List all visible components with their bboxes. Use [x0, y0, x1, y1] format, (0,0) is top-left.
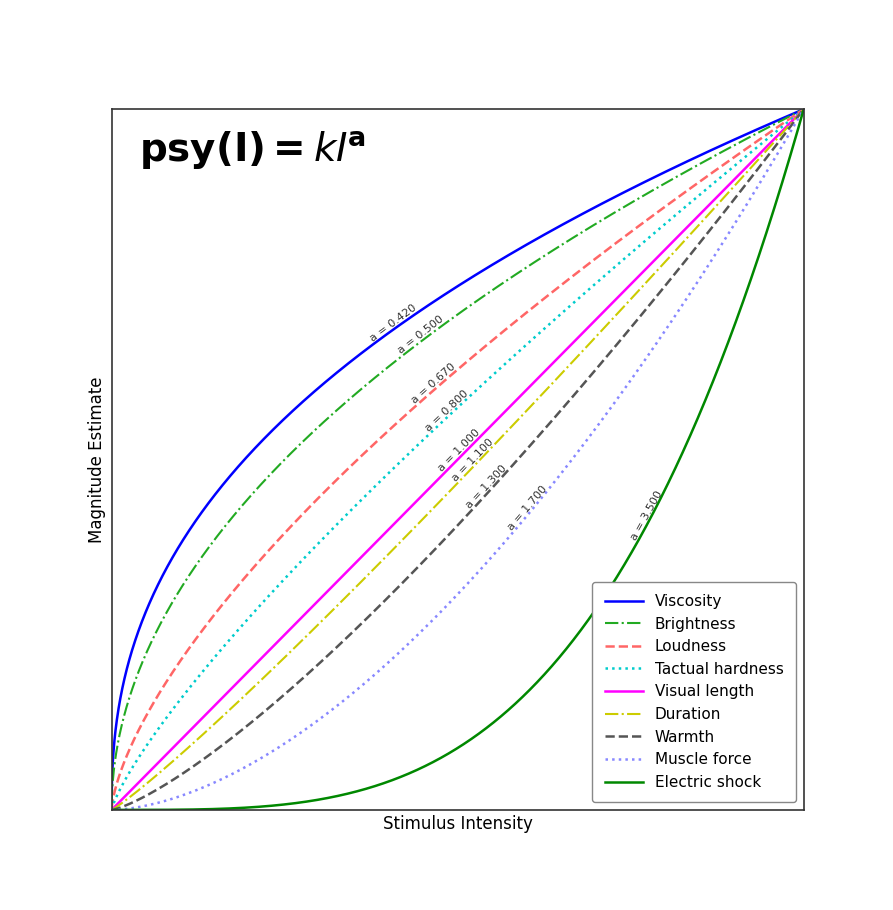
Text: a = 0.800: a = 0.800: [423, 389, 470, 433]
Viscosity: [106, 790, 117, 801]
Text: a = 0.420: a = 0.420: [369, 302, 419, 343]
Visual length: [142, 769, 153, 780]
Text: $\mathbf{psy(I) = }$$\mathbf{\it{kI}}$$^{\mathbf{a}}$: $\mathbf{psy(I) = }$$\mathbf{\it{kI}}$$^…: [139, 130, 366, 172]
Text: a = 1.300: a = 1.300: [464, 463, 509, 511]
Text: a = 1.000: a = 1.000: [437, 428, 482, 473]
Loudness: [651, 207, 662, 218]
Loudness: [142, 709, 153, 720]
Line: Duration: Duration: [112, 109, 804, 810]
Line: Muscle force: Muscle force: [112, 109, 804, 810]
Legend: Viscosity, Brightness, Loudness, Tactual hardness, Visual length, Duration, Warm: Viscosity, Brightness, Loudness, Tactual…: [592, 581, 796, 803]
Tactual hardness: [779, 120, 789, 131]
Muscle force: [778, 138, 789, 149]
Duration: [779, 126, 789, 137]
Loudness: [106, 803, 117, 814]
Y-axis label: Magnitude Estimate: Magnitude Estimate: [88, 377, 106, 542]
Warmth: [106, 804, 117, 815]
Warmth: [424, 550, 435, 561]
Viscosity: [779, 112, 789, 123]
Viscosity: [798, 104, 809, 115]
Duration: [651, 266, 662, 277]
Duration: [798, 104, 809, 115]
Visual length: [106, 804, 117, 815]
Tactual hardness: [424, 428, 435, 439]
Duration: [443, 488, 454, 499]
Text: a = 3.500: a = 3.500: [629, 489, 664, 541]
Viscosity: [651, 171, 662, 182]
Muscle force: [779, 138, 789, 149]
Brightness: [443, 316, 454, 327]
Text: a = 1.700: a = 1.700: [505, 484, 548, 532]
Brightness: [798, 104, 809, 115]
Line: Loudness: Loudness: [112, 109, 804, 808]
Text: a = 1.100: a = 1.100: [450, 437, 496, 483]
Duration: [142, 778, 153, 789]
X-axis label: Stimulus Intensity: Stimulus Intensity: [383, 815, 532, 834]
Brightness: [651, 183, 662, 194]
Line: Visual length: Visual length: [112, 109, 804, 810]
Duration: [424, 506, 435, 517]
Visual length: [798, 104, 809, 115]
Warmth: [778, 130, 789, 141]
Loudness: [424, 388, 435, 399]
Electric shock: [651, 501, 662, 511]
Brightness: [779, 114, 789, 125]
Viscosity: [142, 603, 153, 614]
Viscosity: [778, 113, 789, 124]
Line: Electric shock: Electric shock: [112, 109, 804, 810]
Muscle force: [798, 104, 809, 115]
Text: a = 0.670: a = 0.670: [410, 361, 457, 406]
Loudness: [779, 117, 789, 128]
Warmth: [443, 530, 454, 541]
Visual length: [778, 125, 789, 136]
Muscle force: [106, 804, 117, 815]
Electric shock: [142, 804, 153, 815]
Tactual hardness: [106, 804, 117, 815]
Visual length: [651, 253, 662, 264]
Tactual hardness: [142, 740, 153, 751]
Electric shock: [798, 104, 809, 115]
Electric shock: [443, 748, 454, 759]
Loudness: [443, 372, 454, 383]
Viscosity: [443, 287, 454, 298]
Tactual hardness: [778, 120, 789, 131]
Duration: [106, 804, 117, 815]
Warmth: [798, 104, 809, 115]
Electric shock: [424, 758, 435, 769]
Tactual hardness: [651, 226, 662, 237]
Text: a = 0.500: a = 0.500: [396, 314, 446, 356]
Viscosity: [424, 298, 435, 309]
Tactual hardness: [443, 410, 454, 421]
Muscle force: [142, 800, 153, 811]
Duration: [778, 126, 789, 137]
Visual length: [424, 482, 435, 493]
Muscle force: [651, 338, 662, 349]
Loudness: [778, 117, 789, 128]
Visual length: [779, 124, 789, 135]
Warmth: [779, 130, 789, 141]
Warmth: [142, 790, 153, 801]
Warmth: [651, 291, 662, 302]
Brightness: [142, 646, 153, 657]
Electric shock: [778, 174, 789, 185]
Line: Warmth: Warmth: [112, 109, 804, 810]
Line: Brightness: Brightness: [112, 109, 804, 803]
Muscle force: [443, 599, 454, 610]
Line: Tactual hardness: Tactual hardness: [112, 109, 804, 810]
Loudness: [798, 104, 809, 115]
Tactual hardness: [798, 104, 809, 115]
Brightness: [424, 329, 435, 340]
Brightness: [778, 114, 789, 125]
Line: Viscosity: Viscosity: [112, 109, 804, 795]
Muscle force: [424, 617, 435, 628]
Visual length: [443, 464, 454, 475]
Electric shock: [106, 804, 117, 815]
Electric shock: [779, 172, 789, 183]
Brightness: [106, 797, 117, 808]
